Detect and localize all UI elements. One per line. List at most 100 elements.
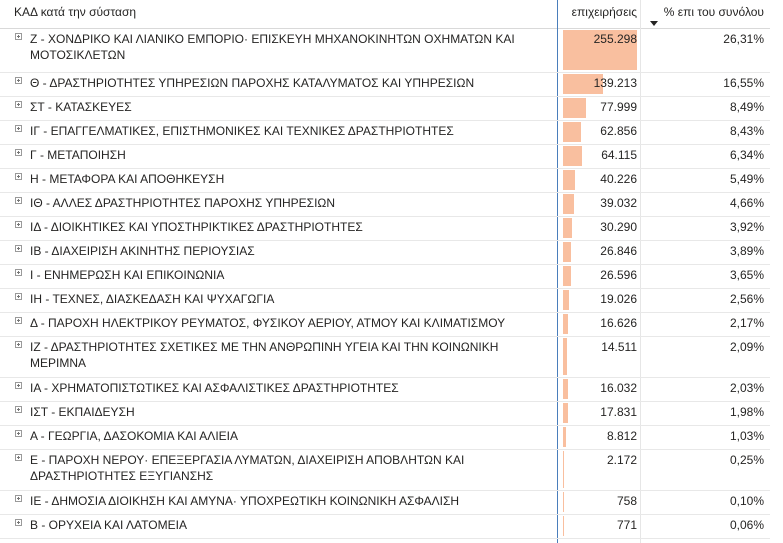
data-bar [563,98,586,118]
data-bar [563,427,566,447]
row-category-label: ΙΗ - ΤΕΧΝΕΣ, ΔΙΑΣΚΕΔΑΣΗ ΚΑΙ ΨΥΧΑΓΩΓΙΑ [30,292,275,306]
expand-plus-icon[interactable] [15,221,22,228]
expand-plus-icon[interactable] [15,173,22,180]
table-row[interactable]: ΙΓ - ΕΠΑΓΓΕΛΜΑΤΙΚΕΣ, ΕΠΙΣΤΗΜΟΝΙΚΕΣ ΚΑΙ Τ… [0,121,770,145]
expand-plus-icon[interactable] [15,519,22,526]
expand-plus-icon[interactable] [15,125,22,132]
expand-plus-icon[interactable] [15,33,22,40]
expand-plus-icon[interactable] [15,317,22,324]
table-row[interactable]: Ι - ΕΝΗΜΕΡΩΣΗ ΚΑΙ ΕΠΙΚΟΙΝΩΝΙΑ 26.596 3,65% [0,265,770,289]
row-percent: 6,34% [729,148,764,162]
row-percent: 2,03% [729,381,764,395]
row-business-count: 19.026 [600,292,637,306]
expand-plus-icon[interactable] [15,495,22,502]
row-business-count: 771 [616,518,637,532]
row-business-count: 40.226 [600,172,637,186]
row-percent: 3,89% [729,244,764,258]
row-business-count: 26.846 [600,244,637,258]
row-category-label: Η - ΜΕΤΑΦΟΡΑ ΚΑΙ ΑΠΟΘΗΚΕΥΣΗ [30,172,225,186]
row-category-label: ΙΒ - ΔΙΑΧΕΙΡΙΣΗ ΑΚΙΝΗΤΗΣ ΠΕΡΙΟΥΣΙΑΣ [30,244,255,258]
table-row[interactable]: Γ - ΜΕΤΑΠΟΙΗΣΗ 64.115 6,34% [0,145,770,169]
row-percent: 5,49% [729,172,764,186]
expand-plus-icon[interactable] [15,293,22,300]
table-row[interactable]: Η - ΜΕΤΑΦΟΡΑ ΚΑΙ ΑΠΟΘΗΚΕΥΣΗ 40.226 5,49% [0,169,770,193]
table-row[interactable]: ΣΤ - ΚΑΤΑΣΚΕΥΕΣ 77.999 8,49% [0,97,770,121]
table-row[interactable]: ΙΕ - ΔΗΜΟΣΙΑ ΔΙΟΙΚΗΣΗ ΚΑΙ ΑΜΥΝΑ· ΥΠΟΧΡΕΩ… [0,491,770,515]
expand-plus-icon[interactable] [15,197,22,204]
column-header-percent[interactable]: % επι του συνόλου [663,5,764,19]
row-business-count: 14.511 [601,340,637,354]
row-percent: 3,92% [729,220,764,234]
table-row[interactable]: ΙΑ - ΧΡΗΜΑΤΟΠΙΣΤΩΤΙΚΕΣ ΚΑΙ ΑΣΦΑΛΙΣΤΙΚΕΣ … [0,378,770,402]
table-row[interactable]: ΙΣΤ - ΕΚΠΑΙΔΕΥΣΗ 17.831 1,98% [0,402,770,426]
expand-plus-icon[interactable] [15,430,22,437]
row-category-label: Ζ - ΧΟΝΔΡΙΚΟ ΚΑΙ ΛΙΑΝΙΚΟ ΕΜΠΟΡΙΟ· ΕΠΙΣΚΕ… [30,32,515,62]
row-percent: 8,49% [729,100,764,114]
expand-plus-icon[interactable] [15,406,22,413]
table-row[interactable]: Β - ΟΡΥΧΕΙΑ ΚΑΙ ΛΑΤΟΜΕΙΑ 771 0,06% [0,515,770,539]
data-bar [563,266,571,286]
row-percent: 8,43% [729,124,764,138]
expand-plus-icon[interactable] [15,149,22,156]
row-business-count: 62.856 [600,124,637,138]
row-business-count: 2.172 [606,453,637,467]
data-bar [563,403,568,423]
row-percent: 1,03% [729,429,764,443]
row-business-count: 255.298 [593,32,637,46]
row-percent: 16,55% [723,76,764,90]
table-row[interactable]: ΙΗ - ΤΕΧΝΕΣ, ΔΙΑΣΚΕΔΑΣΗ ΚΑΙ ΨΥΧΑΓΩΓΙΑ 19.… [0,289,770,313]
row-category-label: Β - ΟΡΥΧΕΙΑ ΚΑΙ ΛΑΤΟΜΕΙΑ [30,518,187,532]
row-percent: 2,17% [729,316,764,330]
expand-plus-icon[interactable] [15,382,22,389]
expand-plus-icon[interactable] [15,101,22,108]
data-bar [563,146,582,166]
table-row[interactable]: Θ - ΔΡΑΣΤΗΡΙΟΤΗΤΕΣ ΥΠΗΡΕΣΙΩΝ ΠΑΡΟΧΗΣ ΚΑΤ… [0,73,770,97]
row-category-label: Α - ΓΕΩΡΓΙΑ, ΔΑΣΟΚΟΜΙΑ ΚΑΙ ΑΛΙΕΙΑ [30,429,239,443]
data-bar [563,242,571,262]
row-business-count: 17.831 [600,405,637,419]
scroll-area-edge [770,0,783,543]
row-percent: 26,31% [723,32,764,46]
row-category-label: Δ - ΠΑΡΟΧΗ ΗΛΕΚΤΡΙΚΟΥ ΡΕΥΜΑΤΟΣ, ΦΥΣΙΚΟΥ … [30,316,506,330]
row-percent: 0,25% [729,453,764,467]
table-row[interactable]: Ζ - ΧΟΝΔΡΙΚΟ ΚΑΙ ΛΙΑΝΙΚΟ ΕΜΠΟΡΙΟ· ΕΠΙΣΚΕ… [0,29,770,73]
row-business-count: 8.812 [606,429,637,443]
table-row[interactable]: ΙΒ - ΔΙΑΧΕΙΡΙΣΗ ΑΚΙΝΗΤΗΣ ΠΕΡΙΟΥΣΙΑΣ 26.84… [0,241,770,265]
row-category-label: ΙΕ - ΔΗΜΟΣΙΑ ΔΙΟΙΚΗΣΗ ΚΑΙ ΑΜΥΝΑ· ΥΠΟΧΡΕΩ… [30,494,460,508]
table-header: ΚΑΔ κατά την σύσταση επιχειρήσεις % επι … [0,0,770,29]
data-bar [563,122,581,142]
row-category-label: ΙΣΤ - ΕΚΠΑΙΔΕΥΣΗ [30,405,135,419]
row-business-count: 758 [616,494,637,508]
expand-plus-icon[interactable] [15,269,22,276]
data-bar [563,492,564,512]
data-bar [563,516,564,536]
table-row[interactable]: ΙΘ - ΑΛΛΕΣ ΔΡΑΣΤΗΡΙΟΤΗΤΕΣ ΠΑΡΟΧΗΣ ΥΠΗΡΕΣ… [0,193,770,217]
expand-plus-icon[interactable] [15,454,22,461]
expand-plus-icon[interactable] [15,245,22,252]
row-category-label: Ε - ΠΑΡΟΧΗ ΝΕΡΟΥ· ΕΠΕΞΕΡΓΑΣΙΑ ΛΥΜΑΤΩΝ, Δ… [30,453,465,483]
row-percent: 0,06% [729,518,764,532]
data-bar [563,338,567,375]
data-bar [563,314,568,334]
column-divider-secondary [640,0,641,543]
table-row[interactable]: ΙΔ - ΔΙΟΙΚΗΤΙΚΕΣ ΚΑΙ ΥΠΟΣΤΗΡΙΚΤΙΚΕΣ ΔΡΑΣ… [0,217,770,241]
table-row[interactable]: Ε - ΠΑΡΟΧΗ ΝΕΡΟΥ· ΕΠΕΞΕΡΓΑΣΙΑ ΛΥΜΑΤΩΝ, Δ… [0,450,770,491]
row-category-label: Ι - ΕΝΗΜΕΡΩΣΗ ΚΑΙ ΕΠΙΚΟΙΝΩΝΙΑ [30,268,225,282]
data-bar [563,30,637,70]
row-category-label: Θ - ΔΡΑΣΤΗΡΙΟΤΗΤΕΣ ΥΠΗΡΕΣΙΩΝ ΠΑΡΟΧΗΣ ΚΑΤ… [30,76,475,90]
row-business-count: 39.032 [600,196,637,210]
data-bar [563,194,574,214]
table-row[interactable]: Δ - ΠΑΡΟΧΗ ΗΛΕΚΤΡΙΚΟΥ ΡΕΥΜΑΤΟΣ, ΦΥΣΙΚΟΥ … [0,313,770,337]
expand-plus-icon[interactable] [15,341,22,348]
row-category-label: ΙΖ - ΔΡΑΣΤΗΡΙΟΤΗΤΕΣ ΣΧΕΤΙΚΕΣ ΜΕ ΤΗΝ ΑΝΘΡ… [30,340,499,370]
row-percent: 4,66% [729,196,764,210]
row-percent: 3,65% [729,268,764,282]
expand-plus-icon[interactable] [15,77,22,84]
sort-descending-icon [650,21,658,26]
column-header-businesses[interactable]: επιχειρήσεις [571,5,637,19]
column-header-category[interactable]: ΚΑΔ κατά την σύσταση [14,5,137,19]
row-percent: 1,98% [729,405,764,419]
table-row[interactable]: ΙΖ - ΔΡΑΣΤΗΡΙΟΤΗΤΕΣ ΣΧΕΤΙΚΕΣ ΜΕ ΤΗΝ ΑΝΘΡ… [0,337,770,378]
table-row[interactable]: Α - ΓΕΩΡΓΙΑ, ΔΑΣΟΚΟΜΙΑ ΚΑΙ ΑΛΙΕΙΑ 8.812 1,… [0,426,770,450]
